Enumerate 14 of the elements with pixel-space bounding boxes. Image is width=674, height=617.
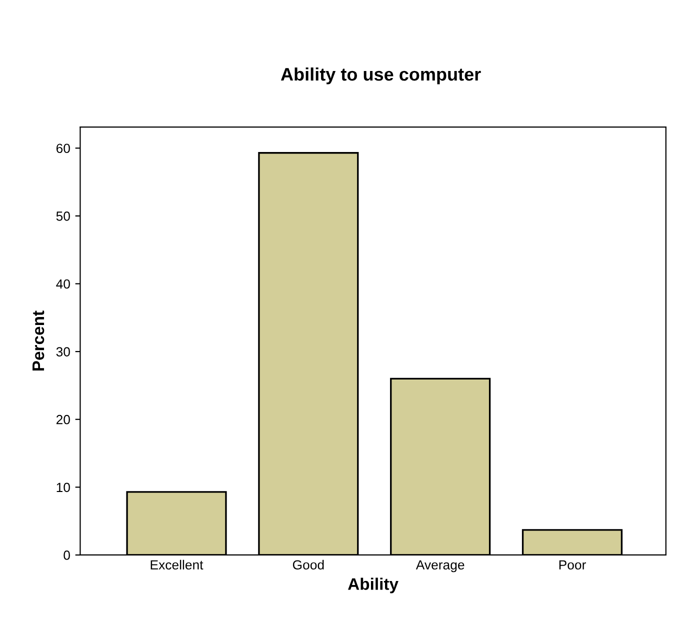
x-tick-label: Good	[292, 560, 324, 570]
y-tick-label: 30	[56, 347, 70, 356]
y-tick-label: 60	[56, 144, 70, 154]
x-tick-label: Average	[416, 560, 464, 572]
x-tick-label: Poor	[559, 560, 586, 570]
y-tick-label: 40	[56, 279, 70, 289]
chart-title: Ability to use computer	[280, 67, 481, 84]
y-tick-label: 0	[64, 550, 70, 560]
y-tick-label: 50	[56, 212, 70, 221]
y-axis-title: Percent	[32, 310, 44, 370]
y-tick-label: 10	[56, 482, 70, 492]
x-axis-title: Ability	[348, 578, 398, 594]
x-tick-label: Excellent	[150, 560, 204, 570]
y-tick-label: 20	[56, 414, 70, 424]
